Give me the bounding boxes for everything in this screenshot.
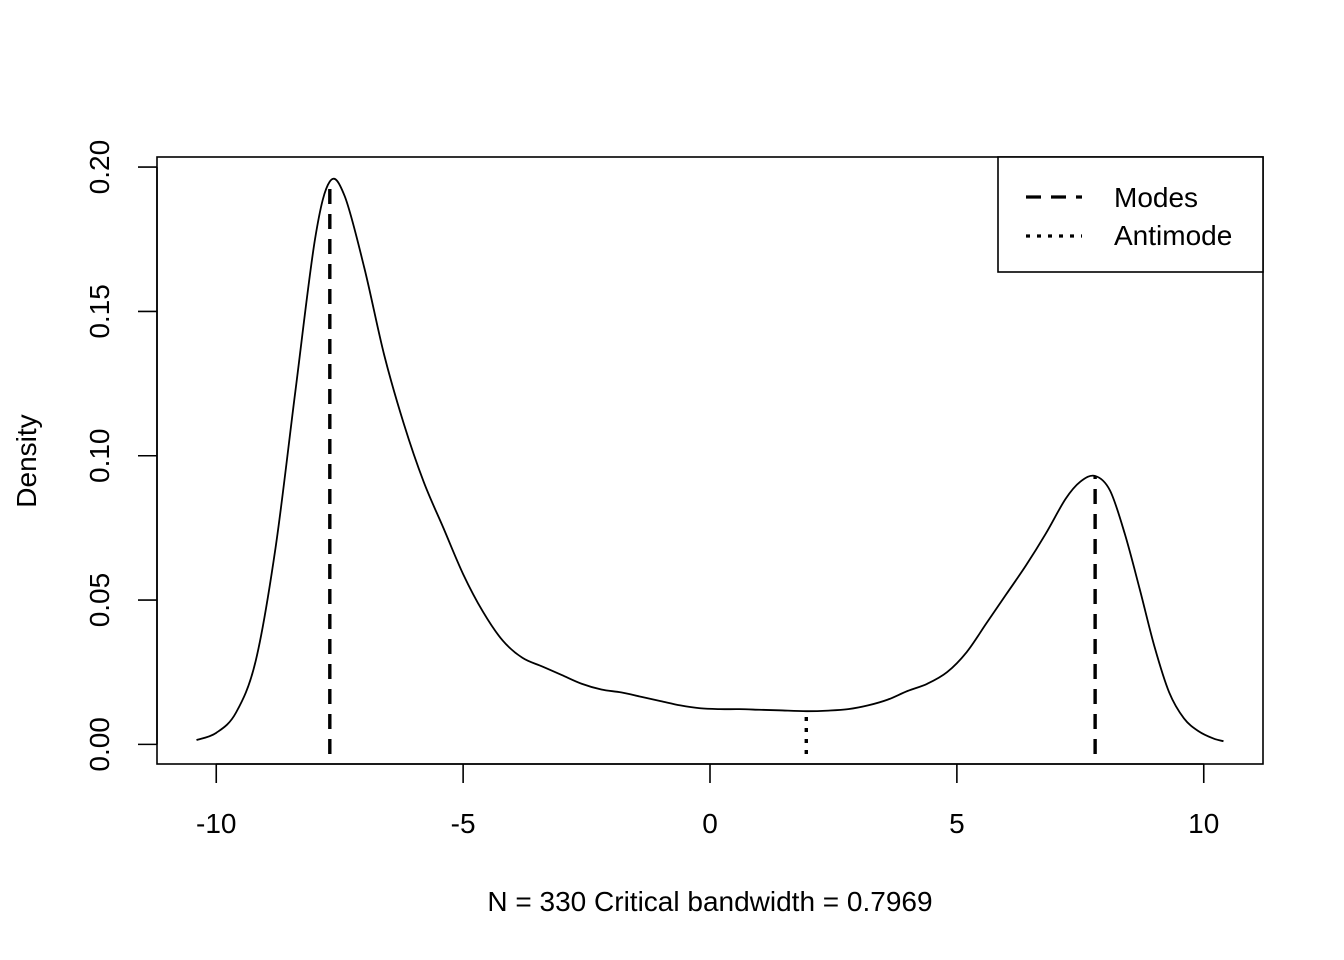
legend: Modes Antimode	[997, 156, 1264, 273]
x-tick-label: 10	[1188, 808, 1219, 839]
legend-label-antimode: Antimode	[1114, 220, 1232, 251]
x-tick-label: 5	[949, 808, 965, 839]
x-tick-label: -10	[196, 808, 236, 839]
x-tick-label: 0	[702, 808, 718, 839]
y-tick-label: 0.10	[84, 428, 115, 483]
y-tick-label: 0.05	[84, 573, 115, 628]
y-tick-label: 0.20	[84, 140, 115, 195]
plot-area	[196, 177, 1224, 754]
y-tick-label: 0.00	[84, 717, 115, 772]
y-axis-label: Density	[11, 414, 42, 507]
y-axis: 0.00 0.05 0.10 0.15 0.20	[84, 140, 158, 772]
legend-box	[997, 156, 1264, 273]
x-tick-label: -5	[451, 808, 476, 839]
x-axis: -10 -5 0 5 10	[196, 763, 1219, 839]
x-axis-label: N = 330 Critical bandwidth = 0.7969	[487, 886, 932, 917]
density-curve	[196, 177, 1224, 743]
y-tick-label: 0.15	[84, 284, 115, 339]
legend-label-modes: Modes	[1114, 182, 1198, 213]
